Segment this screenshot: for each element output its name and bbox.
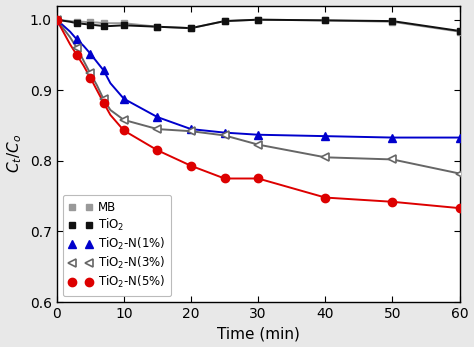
- TiO$_2$-N(3%): [121, 118, 127, 122]
- Y-axis label: $C_t/C_o$: $C_t/C_o$: [6, 134, 24, 174]
- TiO$_2$-N(1%): [87, 51, 93, 56]
- TiO$_2$-N(3%): [457, 171, 463, 176]
- TiO$_2$-N(1%): [188, 127, 194, 131]
- TiO$_2$-N(3%): [155, 127, 160, 131]
- TiO$_2$: [101, 24, 107, 28]
- Legend: MB, TiO$_2$, TiO$_2$-N(1%), TiO$_2$-N(3%), TiO$_2$-N(5%): MB, TiO$_2$, TiO$_2$-N(1%), TiO$_2$-N(3%…: [63, 195, 171, 296]
- TiO$_2$-N(3%): [74, 46, 80, 50]
- MB: [322, 18, 328, 23]
- Line: TiO$_2$: TiO$_2$: [53, 16, 463, 34]
- TiO$_2$-N(5%): [222, 176, 228, 180]
- TiO$_2$-N(5%): [54, 18, 60, 22]
- MB: [188, 26, 194, 30]
- TiO$_2$-N(5%): [155, 148, 160, 152]
- TiO$_2$-N(1%): [390, 135, 395, 139]
- TiO$_2$-N(3%): [54, 18, 60, 22]
- Line: TiO$_2$-N(3%): TiO$_2$-N(3%): [53, 16, 464, 178]
- TiO$_2$-N(5%): [322, 195, 328, 200]
- TiO$_2$-N(1%): [457, 135, 463, 139]
- TiO$_2$-N(1%): [54, 18, 60, 22]
- TiO$_2$-N(5%): [121, 128, 127, 133]
- TiO$_2$-N(3%): [222, 133, 228, 137]
- TiO$_2$-N(5%): [390, 200, 395, 204]
- MB: [255, 18, 261, 22]
- TiO$_2$: [121, 23, 127, 27]
- TiO$_2$: [87, 23, 93, 27]
- MB: [457, 29, 463, 34]
- Line: TiO$_2$-N(1%): TiO$_2$-N(1%): [53, 16, 464, 142]
- TiO$_2$-N(1%): [255, 133, 261, 137]
- TiO$_2$-N(5%): [87, 76, 93, 80]
- TiO$_2$: [255, 18, 261, 22]
- TiO$_2$: [155, 25, 160, 29]
- MB: [101, 21, 107, 25]
- TiO$_2$-N(3%): [101, 98, 107, 102]
- MB: [54, 18, 60, 22]
- TiO$_2$-N(1%): [322, 134, 328, 138]
- MB: [87, 20, 93, 25]
- TiO$_2$-N(1%): [155, 115, 160, 119]
- TiO$_2$-N(3%): [255, 143, 261, 147]
- TiO$_2$-N(1%): [74, 37, 80, 42]
- Line: TiO$_2$-N(5%): TiO$_2$-N(5%): [53, 16, 464, 212]
- TiO$_2$: [188, 26, 194, 30]
- TiO$_2$-N(3%): [87, 71, 93, 75]
- MB: [74, 20, 80, 24]
- TiO$_2$: [390, 19, 395, 23]
- TiO$_2$-N(3%): [390, 157, 395, 161]
- TiO$_2$: [74, 21, 80, 25]
- MB: [390, 20, 395, 24]
- TiO$_2$-N(5%): [101, 101, 107, 105]
- TiO$_2$-N(5%): [74, 53, 80, 57]
- TiO$_2$: [222, 19, 228, 23]
- TiO$_2$-N(5%): [188, 164, 194, 168]
- TiO$_2$-N(1%): [222, 130, 228, 135]
- TiO$_2$-N(3%): [188, 129, 194, 133]
- TiO$_2$: [322, 18, 328, 23]
- TiO$_2$-N(5%): [255, 176, 261, 180]
- TiO$_2$-N(1%): [121, 97, 127, 101]
- X-axis label: Time (min): Time (min): [217, 327, 300, 341]
- TiO$_2$: [54, 18, 60, 22]
- TiO$_2$-N(1%): [101, 68, 107, 73]
- MB: [222, 19, 228, 23]
- MB: [155, 25, 160, 29]
- Line: MB: MB: [53, 16, 463, 35]
- TiO$_2$: [457, 29, 463, 33]
- TiO$_2$-N(5%): [457, 206, 463, 210]
- MB: [121, 21, 127, 25]
- TiO$_2$-N(3%): [322, 155, 328, 159]
